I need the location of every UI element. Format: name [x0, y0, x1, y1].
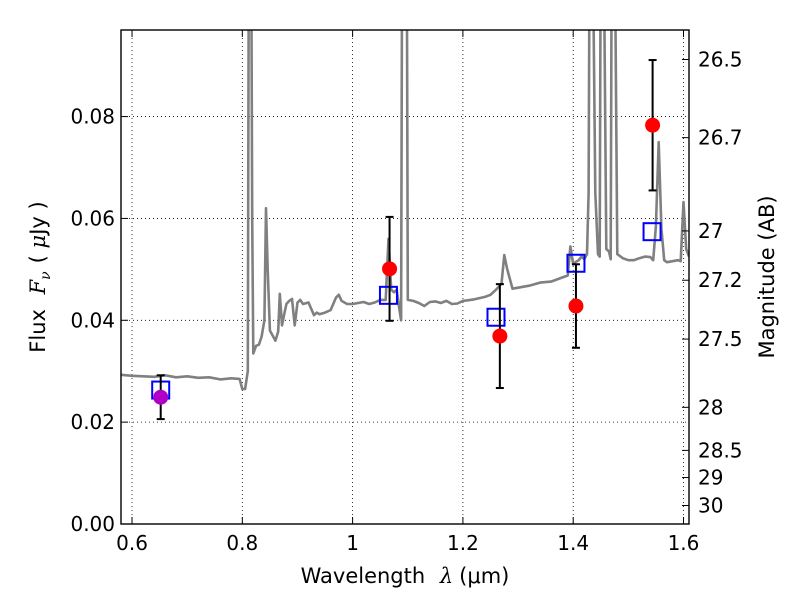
x-tick-label: 0.6 — [116, 531, 148, 555]
x-tick-label: 0.8 — [226, 531, 258, 555]
y-axis-left: 0.00 0.02 0.04 0.06 0.08 — [70, 105, 128, 536]
y-tick-label: 0.02 — [70, 410, 115, 434]
model-photometry-square — [486, 307, 506, 327]
y2-tick-label: 28 — [698, 395, 723, 419]
model-photometry-square — [642, 222, 662, 242]
y-tick-label: 0.06 — [70, 206, 115, 230]
y2-tick-label: 27.2 — [698, 268, 743, 292]
y2-tick-label: 26.5 — [698, 48, 743, 72]
observed-point — [568, 298, 584, 314]
y-axis-right: 26.5 26.7 27 27.2 27.5 28 28.5 29 30 — [682, 48, 743, 518]
x-axis: 0.6 0.8 1 1.2 1.4 1.6 — [116, 30, 699, 555]
x-tick-label: 1.6 — [668, 531, 700, 555]
y-axis-label: Flux Fν( μJy ) — [26, 201, 54, 352]
grid — [121, 30, 689, 524]
data-points-layer — [151, 59, 662, 421]
observed-point — [492, 328, 508, 344]
y-tick-label: 0.08 — [70, 105, 115, 129]
y2-tick-label: 27.5 — [698, 327, 743, 351]
model-spectrum-line — [121, 30, 689, 391]
y2-tick-label: 29 — [698, 466, 723, 490]
observed-point — [153, 389, 169, 405]
observed-point — [645, 117, 661, 133]
model-spectrum-layer — [121, 30, 689, 391]
y-tick-label: 0.00 — [70, 512, 115, 536]
y2-tick-label: 30 — [698, 494, 723, 518]
x-axis-label: Wavelength λ (μm) — [301, 564, 510, 588]
x-tick-label: 1.4 — [557, 531, 589, 555]
observed-point — [382, 261, 398, 277]
y2-tick-label: 28.5 — [698, 438, 743, 462]
plot-frame — [120, 29, 690, 525]
y2-axis-label: Magnitude (AB) — [755, 195, 779, 358]
y-tick-label: 0.04 — [70, 308, 115, 332]
y2-tick-label: 27 — [698, 219, 723, 243]
x-tick-label: 1.2 — [447, 531, 479, 555]
model-photometry-square — [378, 285, 398, 305]
x-tick-label: 1 — [346, 531, 359, 555]
y2-tick-label: 26.7 — [698, 126, 743, 150]
